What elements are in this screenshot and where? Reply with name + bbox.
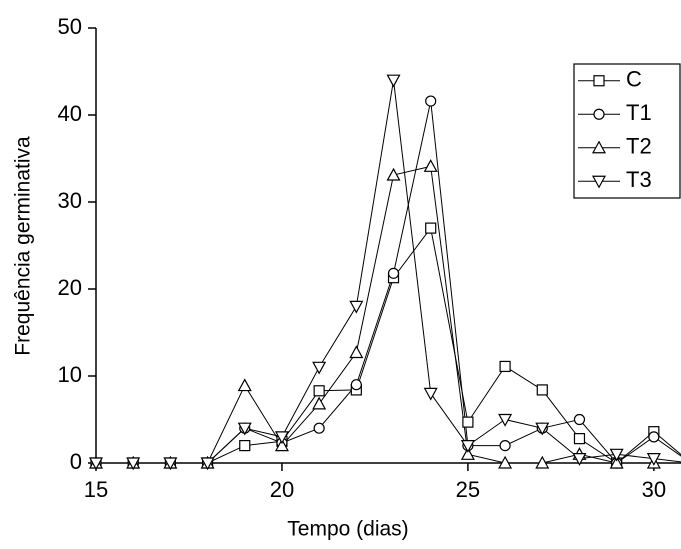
legend-marker [591,175,607,189]
point [499,360,511,373]
legend-label: T2 [626,134,652,159]
y-tick-label: 30 [58,188,82,213]
legend-label: C [626,67,642,92]
point [648,431,660,443]
point [573,433,586,445]
point [274,438,289,452]
point [312,361,327,375]
legend-marker [593,108,605,120]
legend: C T1 T2 T3 [573,63,681,199]
point [200,457,215,471]
y-tick-label: 0 [70,449,82,474]
point [237,378,252,392]
legend-label: T1 [626,100,652,125]
point [498,413,513,427]
point [163,457,178,471]
point [313,385,325,397]
point [535,455,550,469]
point [386,167,401,181]
point [572,453,587,466]
series-line [96,165,681,464]
point [274,431,289,445]
y-tick-label: 10 [58,362,82,387]
point [88,457,104,471]
point [349,300,364,314]
point [425,95,437,107]
point [460,440,475,453]
point [646,453,661,466]
series-line [96,226,681,464]
x-tick-label: 15 [84,477,108,502]
point [460,447,475,460]
point [387,267,400,279]
legend-marker [591,140,607,154]
point [573,413,586,426]
point [462,416,474,428]
point [535,422,550,436]
legend-label: T3 [626,167,652,192]
legend-marker [593,75,605,87]
x-tick-label: 25 [456,477,480,502]
point [313,422,325,434]
y-tick-label: 40 [58,101,82,126]
point [349,345,364,359]
x-tick-label: 30 [642,477,666,502]
point [239,440,251,452]
y-tick-label: 20 [58,275,82,300]
legend-box [573,63,681,199]
point [237,422,252,436]
point [498,455,513,469]
point [386,74,401,88]
point [423,159,438,172]
x-tick-label: 20 [270,477,294,502]
y-tick-label: 50 [58,14,82,39]
point [536,384,548,396]
point [350,379,362,391]
point [609,455,624,469]
point [425,222,437,234]
x-axis-label: Tempo (dias) [287,518,408,541]
point [609,448,624,462]
point [423,387,438,401]
point [499,440,511,452]
point [126,457,141,471]
y-axis-label: Frequência germinativa [12,136,35,356]
point [312,396,327,410]
